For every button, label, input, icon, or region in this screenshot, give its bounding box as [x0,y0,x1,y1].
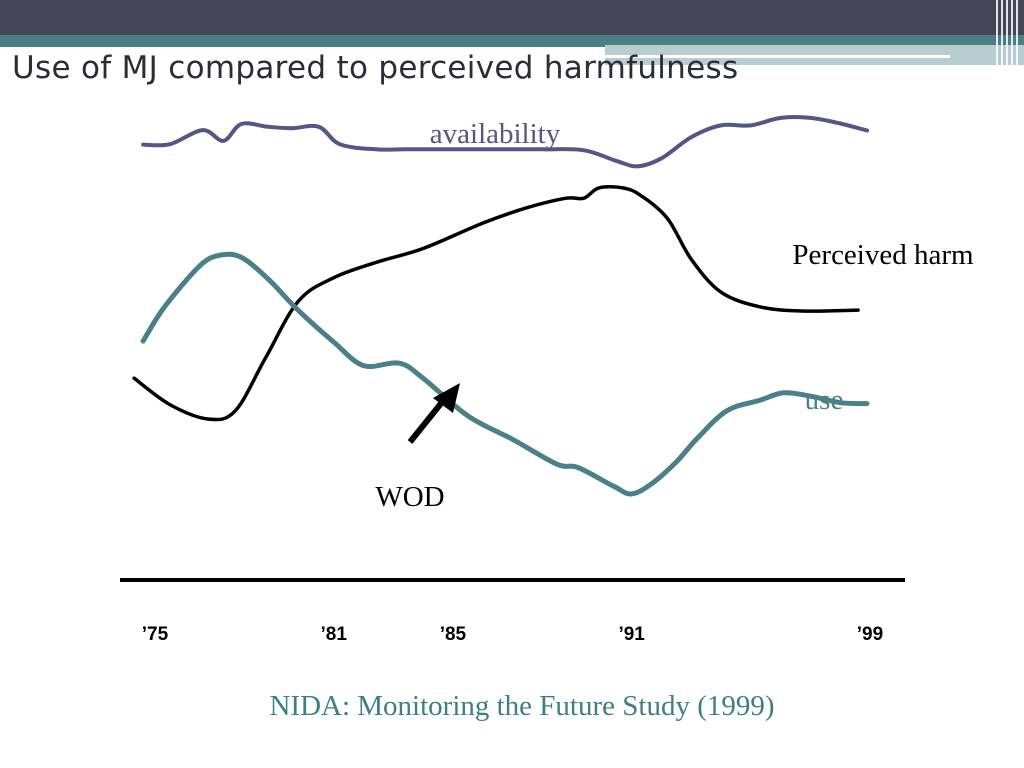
x-tick-label: ’85 [440,624,467,645]
header-white-line [605,55,950,58]
x-tick-label: ’81 [321,624,348,645]
x-tick-label: ’99 [857,624,883,645]
series-line-use [140,251,870,497]
wod-arrow-head [433,383,460,413]
header-dark-band [0,0,1024,38]
series-label-use: use [805,384,844,416]
series-label-perceived-harm: Perceived harm [792,239,974,271]
slide-title: Use of MJ compared to perceived harmfuln… [12,50,739,86]
source-citation: NIDA: Monitoring the Future Study (1999) [269,690,775,722]
x-tick-label: ’75 [142,624,169,645]
series-label-availability: availability [430,118,561,150]
header-teal-band [0,35,1024,47]
wod-annotation-label: WOD [375,481,444,513]
series-line-perceived-harm [132,185,860,422]
x-tick-label: ’91 [618,624,645,645]
series-line-availability [141,115,869,169]
header-stripes [994,0,1024,70]
